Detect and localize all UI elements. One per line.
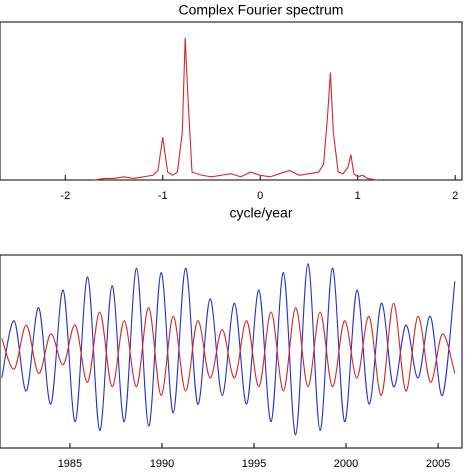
x-tick-label: 2	[452, 190, 458, 202]
x-tick-label: 1990	[150, 458, 174, 470]
x-tick-label: 0	[257, 190, 263, 202]
plot-frame	[0, 21, 463, 181]
x-axis-label: cycle/year	[229, 205, 292, 221]
x-tick-label: 1995	[242, 458, 266, 470]
x-tick-label: 2000	[334, 458, 358, 470]
data-line	[1, 302, 456, 396]
data-line	[1, 263, 456, 436]
plot-frame	[0, 254, 463, 449]
x-tick-label: -1	[158, 190, 168, 202]
chart-title: Complex Fourier spectrum	[179, 2, 344, 18]
x-tick-label: -2	[60, 190, 70, 202]
x-tick-label: 2005	[426, 458, 450, 470]
x-tick-label: 1985	[58, 458, 82, 470]
x-tick-label: 1	[355, 190, 361, 202]
data-line	[94, 37, 378, 181]
